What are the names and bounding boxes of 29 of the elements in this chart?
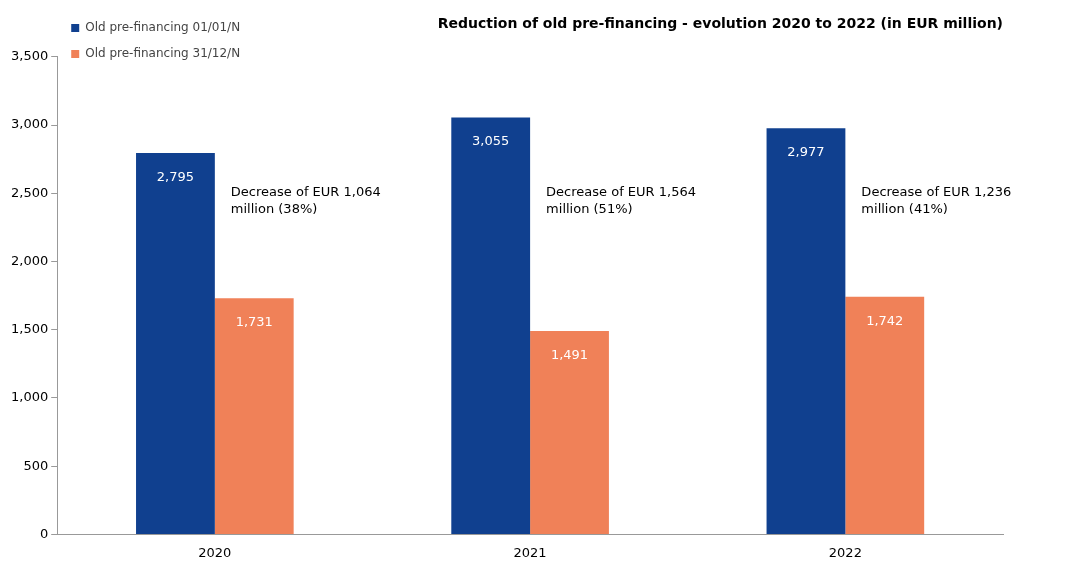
annotation: Decrease of EUR 1,236 million (41%) (861, 184, 1012, 217)
annotation: Decrease of EUR 1,564 million (51%) (546, 184, 696, 217)
data-label: 1,731 (235, 314, 273, 330)
data-label: 2,977 (787, 144, 825, 160)
x-tick-label: 2020 (198, 544, 232, 560)
y-tick-label: 3,000 (11, 116, 49, 132)
legend-label: Old pre-financing 01/01/N (85, 20, 241, 35)
x-tick-label: 2021 (513, 544, 547, 560)
data-label: 2,795 (156, 168, 195, 184)
y-tick-label: 2,500 (11, 184, 49, 200)
data-label: 3,055 (472, 133, 510, 149)
bar (136, 153, 215, 534)
y-tick-label: 500 (23, 457, 49, 473)
data-label: 1,742 (866, 312, 904, 328)
bar (766, 128, 846, 534)
chart-title: Reduction of old pre-financing - evolution 2020 to 2022 (in EUR million) (437, 15, 1003, 32)
y-tick-label: 2,000 (11, 252, 49, 268)
bar (451, 117, 531, 534)
data-label: 1,491 (550, 346, 589, 362)
y-tick-label: 1,000 (11, 389, 49, 405)
legend-label: Old pre-financing 31/12/N (85, 46, 241, 61)
x-tick-label: 2022 (828, 544, 862, 560)
bar (845, 296, 925, 534)
bar (530, 330, 609, 534)
bar (214, 298, 294, 534)
annotation: Decrease of EUR 1,064 million (38%) (230, 184, 381, 217)
y-tick-label: 1,500 (11, 321, 49, 337)
y-tick-label: 3,500 (11, 48, 49, 64)
y-tick-label: 0 (39, 525, 49, 541)
